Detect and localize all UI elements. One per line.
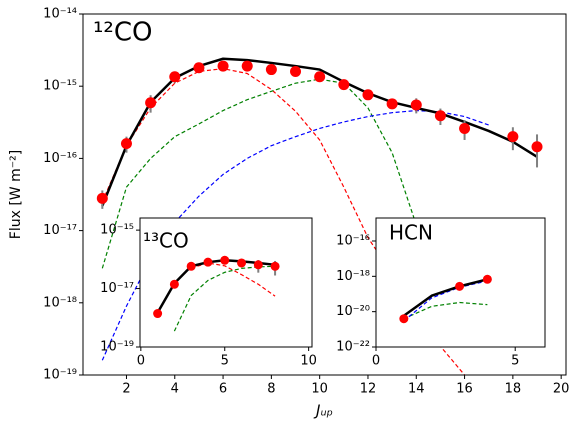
x-tick-label: 10 [311, 382, 328, 397]
data-point [455, 281, 465, 291]
data-point [410, 99, 422, 111]
data-point [338, 79, 350, 91]
model-dashed-line [173, 265, 276, 332]
data-point [217, 60, 229, 72]
data-point [153, 309, 163, 319]
chart-label: HCN [389, 221, 433, 245]
data-point [237, 258, 247, 268]
data-point [186, 261, 196, 271]
x-tick-label: 0 [137, 354, 145, 369]
data-point [314, 71, 326, 83]
x-tick-label: 12 [360, 382, 377, 397]
data-point [265, 64, 277, 76]
data-point [507, 131, 519, 143]
x-tick-label: 0 [372, 354, 380, 369]
y-axis-label: Flux [W m⁻²] [8, 150, 24, 239]
data-point [290, 65, 302, 77]
y-tick-label: 10⁻¹⁷ [100, 281, 134, 296]
x-tick-label: 16 [456, 382, 473, 397]
x-tick-label: 2 [122, 382, 130, 397]
data-point [270, 261, 280, 271]
x-axis-label: Jᵤₚ [313, 402, 333, 420]
x-tick-label: 18 [505, 382, 522, 397]
y-tick-label: 10⁻¹⁶ [336, 233, 370, 248]
axes-frame [375, 217, 546, 348]
data-point [253, 260, 263, 270]
data-point [362, 89, 374, 101]
data-point [482, 274, 492, 284]
y-tick-label: 10⁻²⁰ [336, 304, 370, 319]
y-tick-label: 10⁻²² [336, 340, 370, 355]
data-point [459, 122, 471, 134]
data-point [193, 62, 205, 74]
y-tick-label: 10⁻¹⁸ [336, 269, 370, 284]
model-dashed-line [101, 78, 441, 310]
x-tick-label: 4 [171, 382, 179, 397]
main-chart: 2 4 6 8 10 12 14 16 18 20 10⁻¹⁹ 10⁻¹⁸ 10⁻¹⁷ 10⁻¹⁶ 10⁻¹… [8, 7, 569, 420]
x-tick-label: 10 [300, 354, 317, 369]
inset-chart: 0 5 10⁻²² 10⁻²⁰ 10⁻¹⁸ 10⁻¹⁶ HCN [336, 217, 546, 369]
inset-background [140, 218, 312, 347]
data-point [241, 60, 253, 72]
y-tick-label: 10⁻¹⁹ [100, 340, 134, 355]
data-point [120, 138, 132, 150]
data-point [96, 192, 108, 204]
data-point [399, 314, 409, 324]
x-tick-label: 6 [219, 382, 227, 397]
x-tick-label: 5 [221, 354, 229, 369]
chart-label: ¹³CO [143, 229, 189, 253]
y-tick-label: 10⁻¹⁴ [43, 7, 77, 22]
y-tick-label: 10⁻¹⁹ [43, 368, 77, 383]
y-tick-label: 10⁻¹⁶ [43, 151, 77, 166]
model-dashed-line [403, 301, 488, 320]
data-point [145, 97, 157, 109]
axes-frame [139, 217, 313, 348]
data-point [203, 257, 213, 267]
y-tick-label: 10⁻¹⁸ [43, 295, 77, 310]
chart-label: ¹²CO [93, 18, 152, 48]
data-point [386, 98, 398, 110]
data-point [169, 279, 179, 289]
data-point [434, 110, 446, 122]
inset-chart: 0 5 10 10⁻¹⁹ 10⁻¹⁷ 10⁻¹⁵ ¹³CO [100, 217, 317, 369]
data-point [220, 255, 230, 265]
data-point [169, 71, 181, 83]
y-tick-label: 10⁻¹⁷ [43, 223, 77, 238]
model-total-line [403, 278, 488, 317]
y-tick-label: 10⁻¹⁵ [100, 223, 134, 238]
x-tick-label: 8 [267, 382, 275, 397]
x-tick-label: 14 [408, 382, 425, 397]
x-tick-label: 20 [553, 382, 570, 397]
y-tick-label: 10⁻¹⁵ [43, 79, 77, 94]
x-tick-label: 5 [511, 354, 519, 369]
axes-frame [82, 13, 567, 376]
data-point [531, 141, 543, 153]
